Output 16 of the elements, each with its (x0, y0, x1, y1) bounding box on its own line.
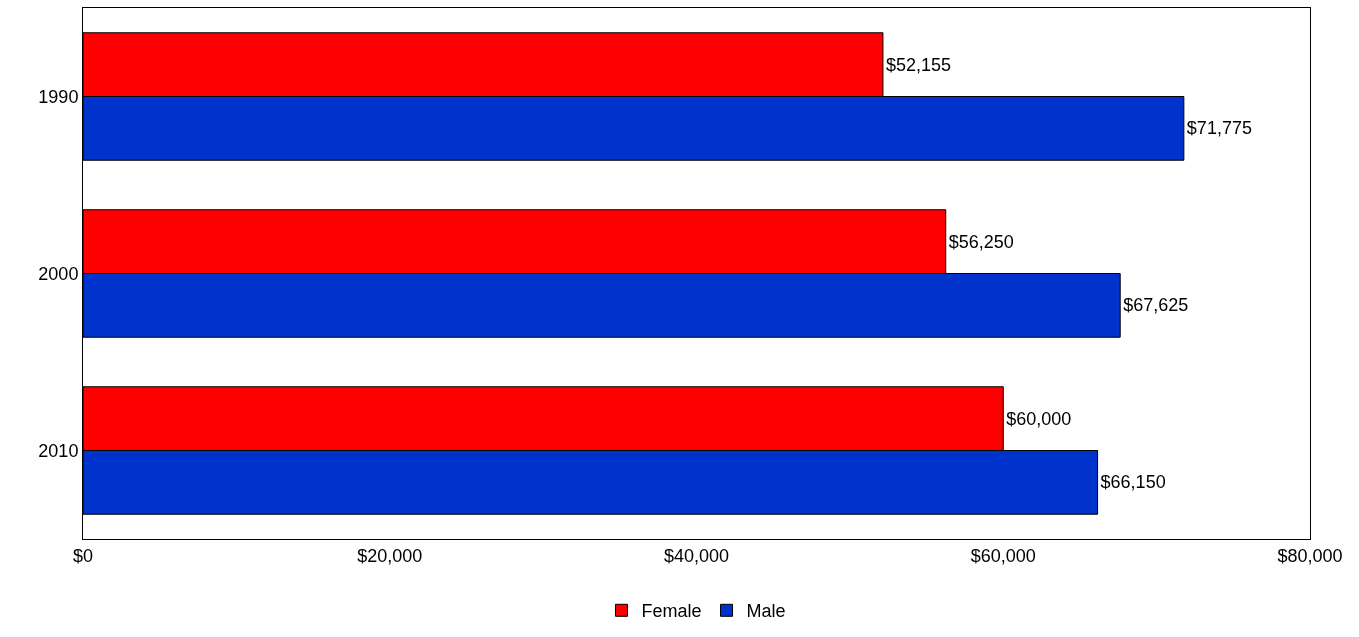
y-tick-label: 2010 (38, 440, 79, 461)
x-tick-label: $0 (72, 545, 94, 566)
data-label: $66,150 (1100, 472, 1166, 493)
legend-label: Male (746, 601, 786, 622)
y-tick-label: 1990 (38, 86, 79, 107)
data-label: $52,155 (885, 54, 952, 75)
x-tick-label: $20,000 (357, 545, 423, 566)
y-tick-label: 2000 (38, 263, 79, 284)
x-tick-label: $60,000 (970, 545, 1036, 566)
data-label: $56,250 (948, 231, 1014, 252)
data-label: $60,000 (1006, 408, 1072, 429)
x-tick-label: $40,000 (663, 545, 730, 566)
x-tick-label: $80,000 (1277, 545, 1343, 566)
data-label: $71,775 (1186, 118, 1252, 139)
data-label: $67,625 (1123, 295, 1189, 316)
legend-label: Female (641, 601, 702, 622)
